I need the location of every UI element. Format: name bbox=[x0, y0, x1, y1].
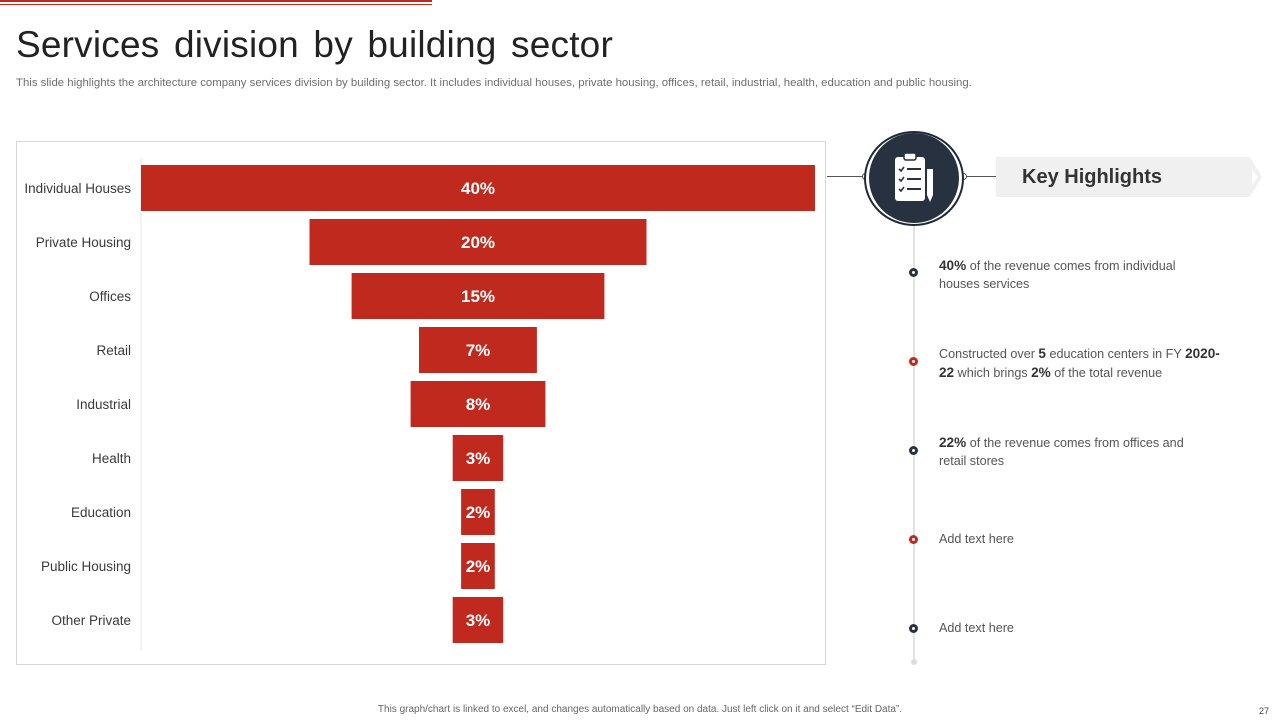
data-label: 3% bbox=[466, 449, 491, 468]
highlight-2-pre: Constructed over bbox=[939, 347, 1039, 361]
data-label: 8% bbox=[466, 395, 491, 414]
timeline-dot-3 bbox=[909, 446, 918, 455]
data-label: 20% bbox=[461, 233, 495, 252]
bar-other-private[interactable] bbox=[452, 597, 504, 643]
highlight-2-percent: 2% bbox=[1031, 364, 1051, 380]
highlight-2-count: 5 bbox=[1038, 346, 1046, 361]
timeline-dot-1 bbox=[909, 268, 918, 277]
highlight-2-year: 2020-22 bbox=[939, 346, 1220, 380]
connector-line-right bbox=[963, 176, 997, 177]
connector-line-left bbox=[827, 176, 865, 177]
highlight-2-mid1: education centers in FY bbox=[1045, 347, 1186, 361]
top-accent-line bbox=[0, 0, 432, 2]
highlight-1-value: 40% bbox=[939, 258, 967, 273]
timeline-dot-4 bbox=[909, 535, 918, 544]
chart-frame[interactable]: 40% Individual Houses 20% Private Housing 15… bbox=[16, 141, 826, 665]
category-label: Industrial bbox=[76, 397, 131, 412]
data-label: 15% bbox=[461, 287, 495, 306]
bar-private-housing[interactable] bbox=[309, 219, 647, 265]
bar-offices[interactable] bbox=[351, 273, 605, 319]
category-label: Health bbox=[92, 451, 131, 466]
category-label: Retail bbox=[96, 343, 131, 358]
timeline-dot-2 bbox=[909, 357, 918, 366]
highlight-2-mid2: which brings bbox=[954, 365, 1032, 380]
footer-note: This graph/chart is linked to excel, and… bbox=[377, 704, 903, 715]
timeline-dot-5 bbox=[909, 624, 918, 633]
banner-shape bbox=[996, 157, 1262, 197]
highlight-3-text: of the revenue comes from offices and re… bbox=[939, 436, 1184, 468]
icon-circle bbox=[869, 133, 959, 223]
bar-public-housing[interactable] bbox=[461, 543, 495, 589]
highlight-item-1: 40% of the revenue comes from individual… bbox=[939, 257, 1199, 293]
funnel-bar-chart[interactable]: 40% Individual Houses 20% Private Housing 15… bbox=[17, 142, 827, 666]
page-number: 27 bbox=[1258, 706, 1269, 716]
highlight-item-3: 22% of the revenue comes from offices an… bbox=[939, 434, 1184, 470]
timeline-line bbox=[913, 226, 915, 661]
category-label: Public Housing bbox=[41, 559, 131, 574]
highlight-3-value: 22% bbox=[939, 435, 967, 450]
timeline-end-dot bbox=[911, 659, 917, 665]
page-title: Services division by building sector bbox=[16, 24, 613, 65]
highlight-item-4[interactable]: Add text here bbox=[939, 531, 1239, 549]
key-highlights-title: Key Highlights bbox=[1022, 166, 1163, 188]
highlight-5-text[interactable]: Add text here bbox=[939, 621, 1014, 635]
highlight-item-5[interactable]: Add text here bbox=[939, 620, 1239, 638]
key-highlights-banner: Key Highlights bbox=[996, 157, 1262, 197]
category-label: Education bbox=[71, 505, 131, 520]
data-label: 40% bbox=[461, 179, 495, 198]
highlight-4-text[interactable]: Add text here bbox=[939, 532, 1014, 546]
category-label: Offices bbox=[89, 289, 131, 304]
category-label: Individual Houses bbox=[24, 181, 131, 196]
bar-industrial[interactable] bbox=[410, 381, 546, 427]
bar-health[interactable] bbox=[452, 435, 504, 481]
clipboard-checklist-icon bbox=[895, 152, 933, 202]
bar-individual-houses[interactable] bbox=[141, 165, 815, 211]
data-label: 2% bbox=[466, 503, 491, 522]
page-subtitle: This slide highlights the architecture c… bbox=[16, 77, 972, 89]
bar-retail[interactable] bbox=[419, 327, 537, 373]
data-label: 2% bbox=[466, 557, 491, 576]
highlight-1-text: of the revenue comes from individual hou… bbox=[939, 259, 1176, 291]
top-accent-line-thin bbox=[0, 4, 432, 5]
highlight-item-2: Constructed over 5 education centers in … bbox=[939, 345, 1224, 382]
data-label: 7% bbox=[466, 341, 491, 360]
category-label: Other Private bbox=[51, 613, 131, 628]
category-label: Private Housing bbox=[36, 235, 131, 250]
bar-education[interactable] bbox=[461, 489, 495, 535]
highlight-2-post: of the total revenue bbox=[1050, 365, 1163, 380]
data-label: 3% bbox=[466, 611, 491, 630]
